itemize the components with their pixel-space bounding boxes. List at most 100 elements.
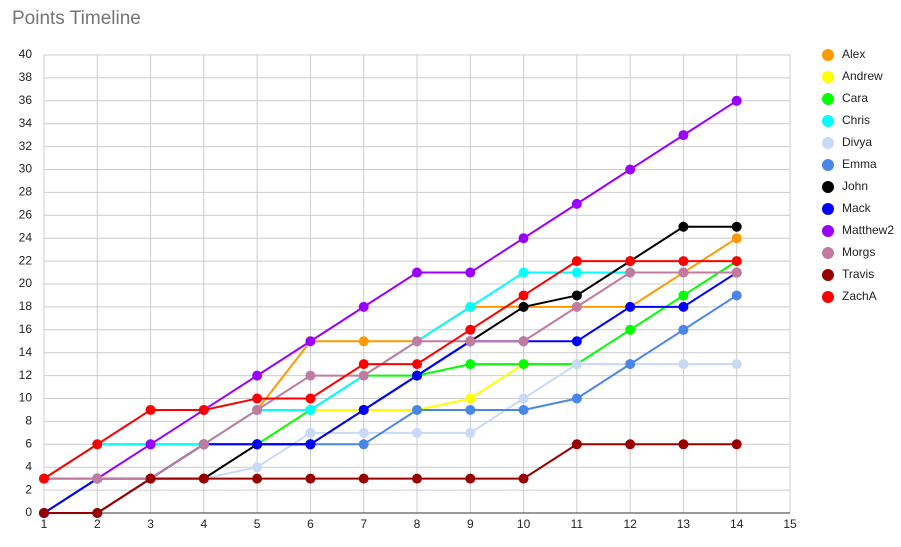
y-tick-label: 38: [19, 70, 33, 84]
point: [518, 336, 529, 347]
point: [252, 473, 263, 484]
y-tick-label: 0: [25, 505, 32, 519]
point: [625, 324, 636, 335]
point: [518, 290, 529, 301]
point: [678, 221, 689, 232]
legend-marker: [822, 137, 834, 149]
point: [571, 198, 582, 209]
point: [305, 404, 316, 415]
chart-title: Points Timeline: [12, 8, 141, 29]
y-tick-label: 14: [19, 345, 33, 359]
y-tick-label: 10: [19, 391, 33, 405]
point: [358, 404, 369, 415]
x-tick-label: 15: [783, 517, 797, 531]
point: [465, 324, 476, 335]
legend-marker: [822, 225, 834, 237]
y-tick-label: 4: [25, 459, 32, 473]
point: [305, 439, 316, 450]
point: [198, 404, 209, 415]
point: [252, 393, 263, 404]
point: [518, 233, 529, 244]
x-tick-label: 2: [94, 517, 101, 531]
point: [625, 164, 636, 175]
point: [625, 301, 636, 312]
legend-label: Morgs: [842, 245, 875, 259]
point: [731, 267, 742, 278]
x-tick-label: 1: [41, 517, 48, 531]
point: [678, 301, 689, 312]
legend-marker: [822, 181, 834, 193]
legend-label: ZachA: [842, 289, 877, 303]
point: [358, 301, 369, 312]
point: [731, 439, 742, 450]
point: [518, 404, 529, 415]
point: [305, 427, 316, 438]
y-tick-label: 30: [19, 162, 33, 176]
point: [465, 393, 476, 404]
y-tick-label: 6: [25, 436, 32, 450]
point: [412, 473, 422, 484]
point: [305, 336, 316, 347]
x-tick-label: 7: [360, 517, 367, 531]
point: [571, 256, 582, 267]
point: [465, 404, 476, 415]
x-tick-label: 12: [623, 517, 637, 531]
point: [198, 439, 209, 450]
y-tick-label: 24: [19, 230, 33, 244]
x-tick-label: 11: [571, 517, 584, 531]
point: [465, 473, 476, 484]
point: [305, 473, 316, 484]
legend-marker: [822, 247, 834, 259]
point: [252, 439, 263, 450]
point: [625, 256, 636, 267]
y-tick-label: 36: [19, 93, 33, 107]
point: [678, 130, 689, 141]
legend-label: Cara: [842, 91, 868, 105]
point: [571, 267, 582, 278]
point: [358, 359, 369, 370]
point: [412, 404, 422, 415]
point: [305, 393, 316, 404]
point: [39, 473, 49, 484]
point: [571, 359, 582, 370]
legend-label: Andrew: [842, 69, 883, 83]
point: [465, 336, 476, 347]
point: [252, 370, 263, 381]
point: [625, 359, 636, 370]
y-tick-label: 40: [19, 47, 33, 61]
legend-marker: [822, 71, 834, 83]
legend-marker: [822, 291, 834, 303]
point: [678, 290, 689, 301]
point: [358, 473, 369, 484]
point: [731, 221, 742, 232]
point: [731, 290, 742, 301]
legend-label: Chris: [842, 113, 870, 127]
legend-label: Matthew2: [842, 223, 894, 237]
series-line: [43, 363, 737, 514]
point: [358, 370, 369, 381]
point: [731, 233, 742, 244]
series-line: [44, 99, 738, 480]
x-tick-label: 4: [201, 517, 208, 531]
series-line: [44, 443, 737, 514]
x-tick-label: 10: [517, 517, 531, 531]
point: [731, 256, 742, 267]
point: [678, 256, 689, 267]
point: [678, 324, 689, 335]
x-tick-label: 6: [307, 517, 314, 531]
point: [198, 473, 209, 484]
point: [465, 427, 476, 438]
point: [358, 439, 369, 450]
point: [39, 508, 49, 518]
point: [571, 301, 582, 312]
point: [412, 359, 422, 370]
point: [92, 508, 103, 518]
point: [625, 439, 636, 450]
point: [731, 95, 742, 106]
y-tick-label: 18: [19, 299, 33, 313]
y-tick-label: 16: [19, 322, 33, 336]
point: [92, 439, 103, 450]
y-tick-label: 12: [19, 368, 33, 382]
y-tick-label: 26: [19, 207, 33, 221]
